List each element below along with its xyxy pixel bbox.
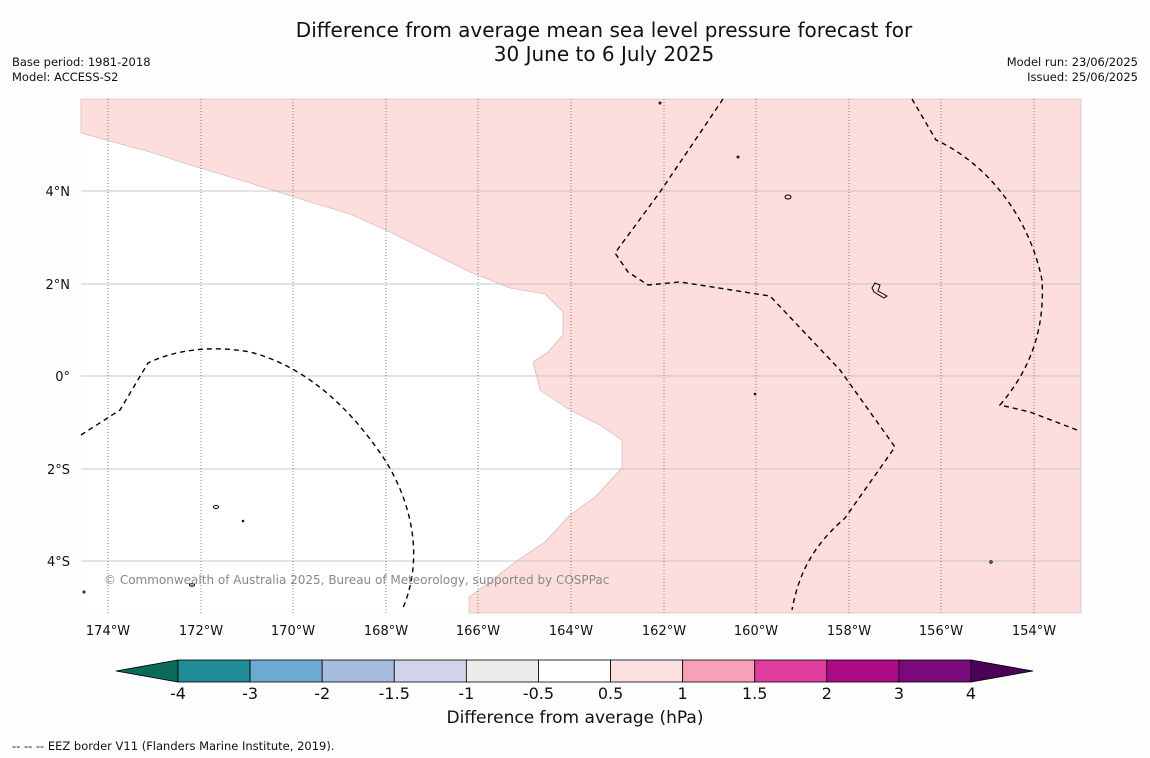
- island-i: [989, 560, 993, 564]
- base-period: Base period: 1981-2018: [12, 55, 151, 69]
- title-line-2: 30 June to 6 July 2025: [493, 42, 715, 66]
- island-b: [871, 282, 888, 299]
- colorbar-tick-label: -0.5: [523, 684, 554, 700]
- lon-label: 172°W: [179, 624, 223, 639]
- lat-label: 4°S: [47, 555, 70, 570]
- lon-label: 168°W: [364, 624, 408, 639]
- colorbar-segment: [898, 659, 972, 683]
- island-f: [736, 155, 740, 159]
- island-a: [784, 194, 792, 200]
- colorbar-tick-label: -3: [242, 684, 258, 700]
- lat-label: 0°: [55, 370, 70, 385]
- colorbar-tick-label: -2: [314, 684, 330, 700]
- island-h: [753, 392, 757, 396]
- longitude-labels: 174°W 172°W 170°W 168°W 166°W 164°W 162°…: [86, 624, 1056, 639]
- lon-label: 170°W: [271, 624, 315, 639]
- islands: [82, 101, 993, 594]
- colorbar: -4 -3 -2 -1.5 -1 -0.5 0.5 1 1.5 2 3 4: [115, 659, 1034, 700]
- colorbar-segment: [321, 659, 395, 683]
- title-line-1: Difference from average mean sea level p…: [295, 18, 913, 42]
- colorbar-tick-label: -1.5: [379, 684, 410, 700]
- lon-label: 156°W: [919, 624, 963, 639]
- lon-label: 160°W: [734, 624, 778, 639]
- lat-label: 2°S: [47, 463, 70, 478]
- island-j: [82, 590, 86, 594]
- meta-right: Model run: 23/06/2025 Issued: 25/06/2025: [1007, 55, 1138, 85]
- latitude-labels: 4°N 2°N 0° 2°S 4°S: [46, 185, 71, 570]
- colorbar-extend-high: [970, 659, 1034, 683]
- latitude-gridlines: [81, 190, 1081, 562]
- colorbar-tick-label: 2: [822, 684, 832, 700]
- eez-border-central: [614, 98, 896, 611]
- lat-label: 4°N: [46, 185, 71, 200]
- lon-label: 166°W: [456, 624, 500, 639]
- eez-border-west: [80, 348, 415, 609]
- colorbar-segment: [754, 659, 828, 683]
- colorbar-extend-low: [115, 659, 179, 683]
- colorbar-segment: [538, 659, 611, 683]
- colorbar-label: Difference from average (hPa): [446, 708, 704, 728]
- model-run: Model run: 23/06/2025: [1006, 55, 1138, 69]
- lon-label: 158°W: [827, 624, 871, 639]
- colorbar-tick-label: 4: [966, 684, 976, 700]
- colorbar-segment: [393, 659, 467, 683]
- island-e: [658, 101, 662, 105]
- colorbar-tick-label: 3: [894, 684, 904, 700]
- copyright-text: © Commonwealth of Australia 2025, Bureau…: [104, 573, 609, 587]
- colorbar-segment: [682, 659, 756, 683]
- colorbar-segment: [465, 659, 539, 683]
- meta-left: Base period: 1981-2018 Model: ACCESS-S2: [12, 55, 151, 85]
- colorbar-tick-label: -4: [170, 684, 186, 700]
- eez-border-east: [911, 98, 1078, 431]
- colorbar-tick-label: 1.5: [742, 684, 767, 700]
- issued-date: Issued: 25/06/2025: [1027, 70, 1138, 84]
- lat-label: 2°N: [46, 278, 71, 293]
- colorbar-segment: [826, 659, 900, 683]
- lon-label: 162°W: [642, 624, 686, 639]
- lon-label: 174°W: [86, 624, 130, 639]
- chart-title: Difference from average mean sea level p…: [0, 18, 1150, 66]
- lon-label: 154°W: [1012, 624, 1056, 639]
- colorbar-segment: [249, 659, 323, 683]
- island-g: [241, 519, 245, 523]
- anomaly-region-positive: [80, 98, 1082, 614]
- lon-label: 164°W: [549, 624, 593, 639]
- colorbar-segment: [610, 659, 684, 683]
- eez-borders: [80, 98, 1078, 611]
- island-c: [213, 505, 219, 509]
- map-figure: © Commonwealth of Australia 2025, Bureau…: [46, 98, 1082, 700]
- footer-eez-note: -- -- -- EEZ border V11 (Flanders Marine…: [12, 739, 335, 753]
- colorbar-tick-label: 1: [678, 684, 688, 700]
- colorbar-tick-label: -1: [458, 684, 474, 700]
- colorbar-tick-label: 0.5: [598, 684, 623, 700]
- colorbar-segment: [177, 659, 251, 683]
- model-name: Model: ACCESS-S2: [12, 70, 119, 84]
- island-d: [189, 583, 195, 587]
